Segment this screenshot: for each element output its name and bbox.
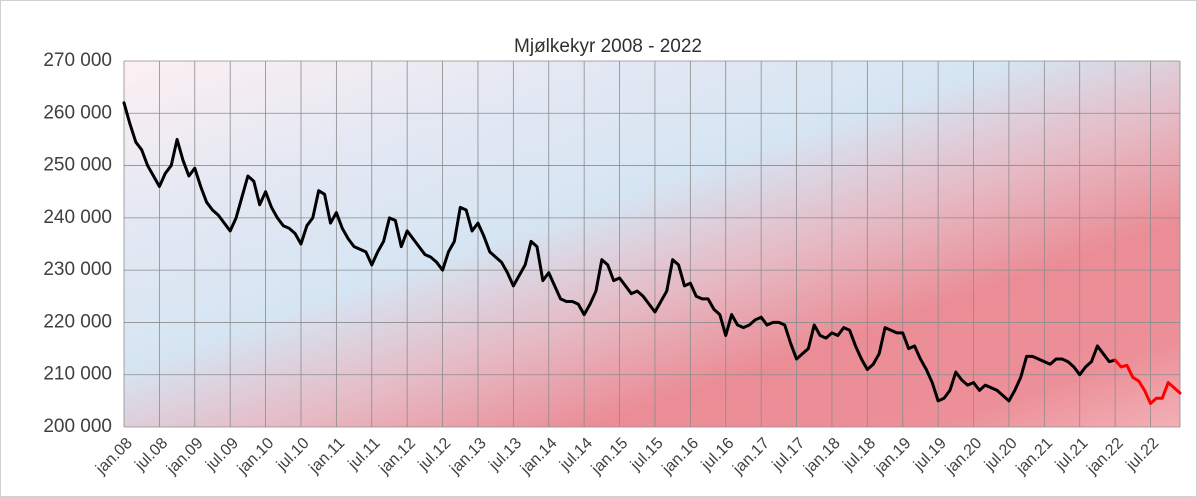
data-line xyxy=(122,101,1117,403)
y-tick-label: 250 000 xyxy=(43,155,112,176)
data-line xyxy=(1113,358,1182,405)
chart-title: Mjølkekyr 2008 - 2022 xyxy=(514,36,702,57)
y-tick-label: 240 000 xyxy=(43,207,112,228)
y-tick-label: 220 000 xyxy=(43,311,112,332)
y-tick-label: 270 000 xyxy=(43,50,112,71)
y-tick-label: 230 000 xyxy=(43,259,112,280)
y-tick-label: 210 000 xyxy=(43,364,112,385)
y-tick-label: 200 000 xyxy=(43,416,112,437)
y-tick-label: 260 000 xyxy=(43,102,112,123)
